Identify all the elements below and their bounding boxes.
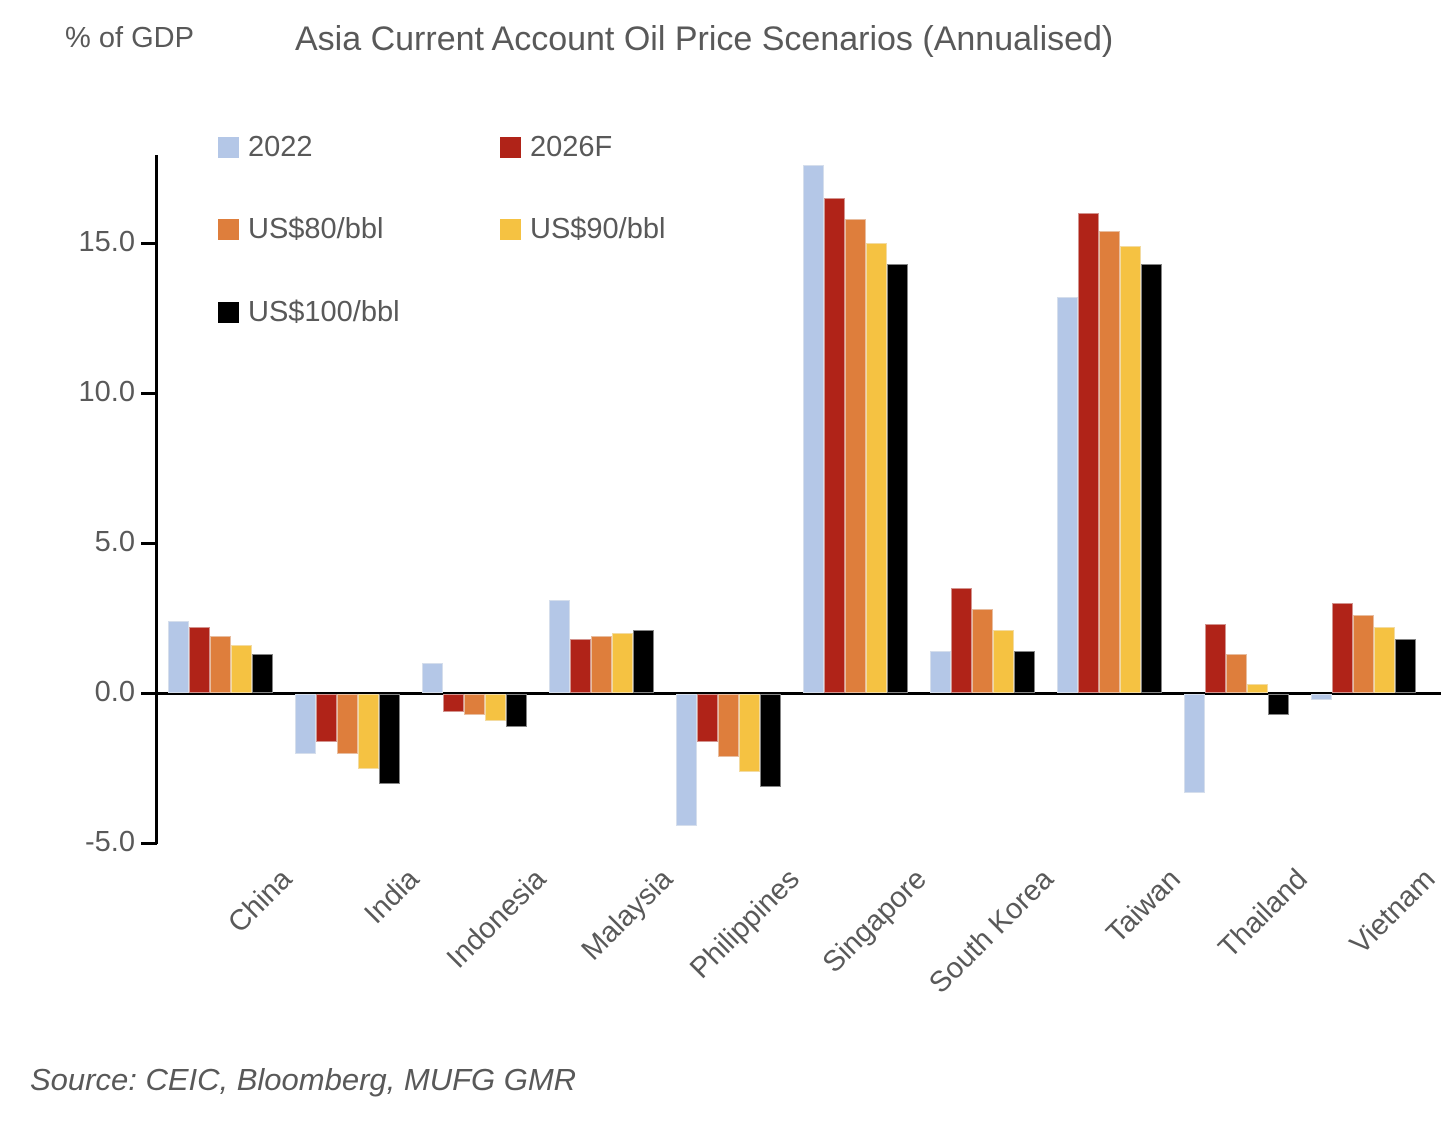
bar-philippines-2022 (676, 694, 697, 826)
bar-indonesia-us-100-bbl (506, 694, 527, 727)
x-label-china: China (221, 863, 299, 940)
bar-south-korea-2026f (951, 588, 972, 693)
y-tick--5 (141, 842, 157, 845)
bar-india-2022 (295, 694, 316, 754)
bar-vietnam-us-90-bbl (1374, 627, 1395, 693)
legend-item-us-80-bbl: US$80/bbl (218, 213, 383, 246)
bar-taiwan-us-80-bbl (1099, 231, 1120, 693)
bar-thailand-us-100-bbl (1268, 694, 1289, 715)
bar-singapore-us-90-bbl (866, 243, 887, 693)
x-label-india: India (358, 863, 426, 931)
legend-item-us-100-bbl: US$100/bbl (218, 296, 400, 329)
bar-vietnam-2026f (1332, 603, 1353, 693)
y-axis-unit-label: % of GDP (65, 22, 194, 54)
y-tick-label-5: 5.0 (94, 526, 135, 558)
bar-vietnam-2022 (1311, 694, 1332, 700)
bar-thailand-us-80-bbl (1226, 654, 1247, 693)
bar-vietnam-us-80-bbl (1353, 615, 1374, 693)
legend-label-2022: 2022 (248, 131, 313, 163)
zero-baseline (155, 692, 1441, 695)
bar-india-us-80-bbl (337, 694, 358, 754)
bar-south-korea-2022 (930, 651, 951, 693)
y-tick-label-10: 10.0 (78, 376, 135, 408)
y-tick-10 (141, 392, 157, 395)
y-tick-label-15: 15.0 (78, 226, 135, 258)
bar-malaysia-us-80-bbl (591, 636, 612, 693)
bar-singapore-us-80-bbl (845, 219, 866, 693)
bar-malaysia-us-90-bbl (612, 633, 633, 693)
legend-swatch-us-100-bbl (218, 302, 239, 323)
bar-taiwan-us-100-bbl (1141, 264, 1162, 693)
bar-indonesia-us-90-bbl (485, 694, 506, 721)
bar-indonesia-2022 (422, 663, 443, 693)
bar-india-2026f (316, 694, 337, 742)
legend-label-us-100-bbl: US$100/bbl (248, 296, 400, 328)
bar-south-korea-us-80-bbl (972, 609, 993, 693)
legend-item-us-90-bbl: US$90/bbl (500, 213, 665, 246)
y-tick-label-0: 0.0 (94, 676, 135, 708)
y-tick-0 (141, 692, 157, 695)
bar-india-us-90-bbl (358, 694, 379, 769)
legend-swatch-2022 (218, 137, 239, 158)
bar-singapore-2026f (824, 198, 845, 693)
bar-philippines-us-80-bbl (718, 694, 739, 757)
bar-thailand-us-90-bbl (1247, 684, 1268, 693)
bar-china-2026f (189, 627, 210, 693)
legend-label-2026f: 2026F (530, 131, 613, 163)
x-label-philippines: Philippines (684, 863, 807, 985)
bar-singapore-2022 (803, 165, 824, 693)
legend-label-us-90-bbl: US$90/bbl (530, 213, 666, 245)
bar-india-us-100-bbl (379, 694, 400, 784)
bar-philippines-us-90-bbl (739, 694, 760, 772)
x-label-south-korea: South Korea (923, 863, 1061, 1000)
x-label-singapore: Singapore (817, 863, 934, 980)
bar-philippines-us-100-bbl (760, 694, 781, 787)
bar-indonesia-us-80-bbl (464, 694, 485, 715)
bar-indonesia-2026f (443, 694, 464, 712)
bar-china-us-90-bbl (231, 645, 252, 693)
bar-china-2022 (168, 621, 189, 693)
bar-china-us-80-bbl (210, 636, 231, 693)
bar-thailand-2026f (1205, 624, 1226, 693)
legend-swatch-us-80-bbl (218, 219, 239, 240)
bar-china-us-100-bbl (252, 654, 273, 693)
x-label-indonesia: Indonesia (440, 863, 553, 975)
y-axis-line (155, 155, 158, 844)
bar-malaysia-2022 (549, 600, 570, 693)
bar-taiwan-2026f (1078, 213, 1099, 693)
bar-taiwan-us-90-bbl (1120, 246, 1141, 693)
bar-singapore-us-100-bbl (887, 264, 908, 693)
legend-item-2022: 2022 (218, 131, 313, 164)
y-tick-5 (141, 542, 157, 545)
bar-malaysia-2026f (570, 639, 591, 693)
x-label-malaysia: Malaysia (575, 863, 680, 967)
bar-philippines-2026f (697, 694, 718, 742)
x-label-vietnam: Vietnam (1343, 863, 1442, 961)
legend-label-us-80-bbl: US$80/bbl (248, 213, 384, 245)
source-note: Source: CEIC, Bloomberg, MUFG GMR (30, 1062, 577, 1097)
legend-swatch-2026f (500, 137, 521, 158)
chart-title: Asia Current Account Oil Price Scenarios… (295, 20, 1114, 58)
legend-item-2026f: 2026F (500, 131, 612, 164)
legend-swatch-us-90-bbl (500, 219, 521, 240)
x-label-taiwan: Taiwan (1100, 863, 1188, 950)
bar-south-korea-us-90-bbl (993, 630, 1014, 693)
bar-malaysia-us-100-bbl (633, 630, 654, 693)
x-label-thailand: Thailand (1212, 863, 1315, 965)
bar-taiwan-2022 (1057, 297, 1078, 693)
y-tick-15 (141, 242, 157, 245)
bar-south-korea-us-100-bbl (1014, 651, 1035, 693)
bar-thailand-2022 (1184, 694, 1205, 793)
y-tick-label--5: -5.0 (85, 826, 135, 858)
bar-vietnam-us-100-bbl (1395, 639, 1416, 693)
